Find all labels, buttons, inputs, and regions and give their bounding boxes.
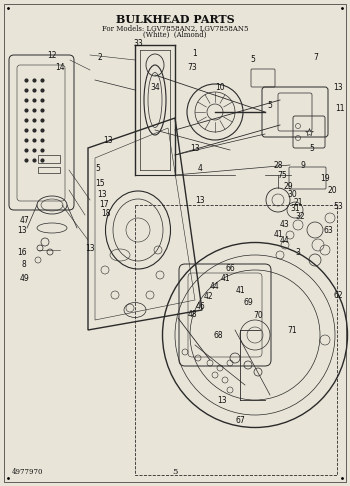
Text: For Models: LGV7858AN2, LGV7858AN5: For Models: LGV7858AN2, LGV7858AN5 (102, 24, 248, 32)
Text: 44: 44 (279, 236, 289, 244)
Text: (White)  (Almond): (White) (Almond) (143, 31, 207, 39)
Text: 5: 5 (96, 163, 100, 173)
Text: 13: 13 (195, 195, 205, 205)
Text: 29: 29 (283, 181, 293, 191)
Text: 63: 63 (323, 226, 333, 235)
Text: 28: 28 (273, 160, 283, 170)
Text: BULKHEAD PARTS: BULKHEAD PARTS (116, 14, 234, 25)
Text: 43: 43 (280, 220, 290, 228)
Text: 13: 13 (333, 84, 343, 92)
Text: 1: 1 (193, 49, 197, 57)
Text: 13: 13 (217, 396, 227, 404)
Bar (135, 205, 337, 475)
Text: 19: 19 (320, 174, 330, 183)
Text: 66: 66 (225, 263, 235, 273)
Text: 30: 30 (287, 190, 297, 198)
Text: 69: 69 (243, 297, 253, 307)
Text: 48: 48 (187, 310, 197, 318)
Text: 67: 67 (235, 416, 245, 424)
Text: 5: 5 (267, 101, 272, 109)
Text: 70: 70 (253, 311, 263, 319)
Text: 7: 7 (314, 53, 318, 63)
Text: 20: 20 (327, 186, 337, 194)
Text: 73: 73 (187, 64, 197, 72)
Text: 41: 41 (235, 285, 245, 295)
Text: 18: 18 (101, 208, 111, 218)
Text: 47: 47 (20, 215, 30, 225)
Text: 9: 9 (301, 160, 306, 170)
Text: 12: 12 (47, 52, 57, 60)
Text: 14: 14 (55, 64, 65, 72)
Text: 41: 41 (273, 229, 283, 239)
Text: 46: 46 (195, 301, 205, 311)
Text: 21: 21 (293, 197, 303, 207)
Text: 16: 16 (17, 247, 27, 257)
Text: 71: 71 (287, 326, 297, 334)
Text: 42: 42 (203, 292, 213, 300)
Bar (38, 155, 60, 163)
Text: 8: 8 (22, 260, 26, 268)
Text: 4977970: 4977970 (12, 468, 43, 476)
Text: 4: 4 (197, 163, 202, 173)
Text: 15: 15 (95, 178, 105, 188)
Text: 17: 17 (99, 199, 109, 208)
Text: 5: 5 (309, 143, 314, 153)
Text: 13: 13 (97, 190, 107, 198)
Text: 53: 53 (333, 202, 343, 210)
Text: 13: 13 (85, 243, 95, 253)
Text: 68: 68 (213, 330, 223, 340)
Text: 41: 41 (220, 274, 230, 282)
Text: 62: 62 (333, 291, 343, 299)
Text: 34: 34 (150, 84, 160, 92)
Text: 2: 2 (98, 53, 102, 63)
Text: 5: 5 (251, 55, 256, 65)
Text: 5: 5 (172, 468, 178, 476)
Text: 13: 13 (103, 136, 113, 144)
Text: 44: 44 (210, 281, 220, 291)
Text: 31: 31 (290, 204, 300, 212)
Text: 10: 10 (215, 84, 225, 92)
Text: 3: 3 (295, 247, 300, 257)
Text: 13: 13 (17, 226, 27, 235)
Text: 33: 33 (133, 39, 143, 49)
Text: 11: 11 (335, 104, 345, 112)
Text: 13: 13 (190, 143, 200, 153)
Text: 49: 49 (19, 274, 29, 282)
Bar (38, 167, 60, 173)
Text: 75: 75 (277, 171, 287, 179)
Text: 32: 32 (295, 211, 305, 221)
